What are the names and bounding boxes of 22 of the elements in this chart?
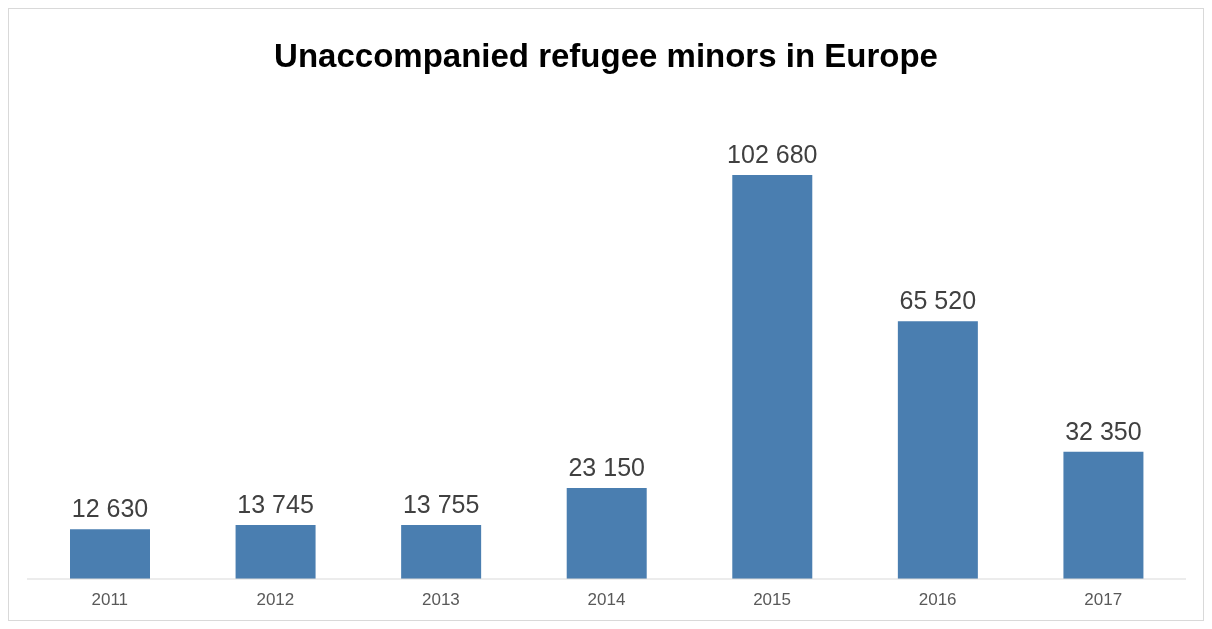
x-tick-label: 2013 [422,590,460,610]
bar [70,529,150,579]
data-label: 23 150 [568,452,645,481]
data-label: 13 755 [402,489,480,518]
chart-title: Unaccompanied refugee minors in Europe [273,37,939,75]
x-tick-label: 2011 [91,590,129,610]
bar [566,487,647,579]
bar [1063,451,1144,579]
data-label: 12 630 [71,494,149,523]
x-tick-label: 2016 [918,590,957,610]
data-label: 32 350 [1065,416,1142,445]
bar [897,321,978,579]
bar [732,175,813,579]
x-tick-label: 2017 [1084,590,1123,610]
bar [401,524,482,579]
data-label: 13 745 [237,489,314,518]
x-tick-label: 2014 [587,590,626,610]
data-label: 65 520 [899,286,977,315]
data-label: 102 680 [727,140,818,168]
x-tick-label: 2015 [753,590,791,610]
x-tick-label: 2012 [256,590,295,610]
bar [235,524,316,579]
